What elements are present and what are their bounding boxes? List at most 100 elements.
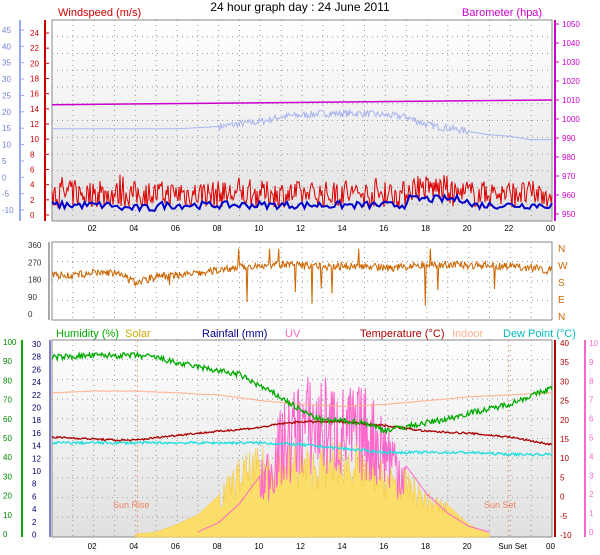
wind-inner-tick: 4 [30,181,35,190]
rain-tick: 6 [32,492,37,501]
wind-inner-tick: 10 [30,135,39,144]
uv-tick: 0 [589,528,594,537]
rain-tick: 2 [32,518,37,527]
temperature-line-wind-panel [52,108,552,141]
compass-label: S [558,278,565,289]
rain-tick: 28 [32,353,41,362]
humidity-line [51,350,553,435]
baro-title: Barometer (hpa) [462,7,542,19]
rain-tick: 22 [32,391,41,400]
wind-grid [52,20,552,221]
uv-line [197,376,490,533]
humidity-tick: 50 [3,434,12,443]
compass-label: N [558,244,565,255]
rain-tick: 0 [32,531,37,540]
wind-outer-tick: 30 [2,75,11,84]
weather-x-tick: 04 [129,542,138,551]
weather-x-tick: 16 [379,542,388,551]
temperature-tick: -10 [560,531,572,540]
baro-tick: 1000 [562,115,580,124]
wind-inner-tick: 12 [30,120,39,129]
weather-series-label: Rainfall (mm) [202,328,267,340]
wind-x-tick: 10 [254,224,263,233]
barometer-line [51,99,553,106]
wind-title: Windspeed (m/s) [58,7,141,19]
direction-tick: 180 [28,276,42,285]
wind-x-tick: 16 [379,224,388,233]
rain-tick: 20 [32,404,41,413]
baro-tick: 1010 [562,96,580,105]
temperature-line [51,419,553,446]
wind-inner-tick: 0 [30,211,35,220]
rain-tick: 24 [32,378,41,387]
temperature-tick: 20 [560,416,569,425]
humidity-tick: 20 [3,492,12,501]
wind-outer-tick: 0 [2,173,7,182]
weather-x-tick: 02 [88,542,97,551]
temperature-tick: 30 [560,377,569,386]
direction-tick: 360 [28,241,42,250]
weather-x-tick: 10 [254,542,263,551]
weather-series-label: Indoor [452,328,484,340]
humidity-tick: 30 [3,472,12,481]
uv-tick: 8 [589,377,594,386]
compass-label: N [558,312,565,323]
baro-tick: 990 [562,134,576,143]
weather-x-tick: 06 [171,542,180,551]
wind-x-tick: 08 [213,224,222,233]
uv-tick: 7 [589,396,594,405]
wind-outer-tick: 5 [2,157,7,166]
humidity-tick: 60 [3,415,12,424]
humidity-tick: 0 [3,530,8,539]
temperature-tick: 40 [560,339,569,348]
baro-tick: 950 [562,210,576,219]
wind-inner-tick: 16 [30,90,39,99]
temperature-tick: 25 [560,397,569,406]
rain-tick: 4 [32,505,37,514]
wind-inner-tick: 18 [30,75,39,84]
wind-x-tick: 20 [463,224,472,233]
wind-outer-tick: -5 [2,190,10,199]
weather-x-tick: 08 [213,542,222,551]
wind-outer-tick: 45 [2,26,11,35]
baro-tick: 980 [562,153,576,162]
rain-tick: 14 [32,442,41,451]
humidity-tick: 40 [3,453,12,462]
baro-tick: 970 [562,172,576,181]
humidity-tick: 90 [3,357,12,366]
humidity-tick: 70 [3,396,12,405]
weather-series-label: Dew Point (°C) [503,328,576,340]
weather-x-tick: 00 [546,542,555,551]
weather-x-tick: 12 [296,542,305,551]
rain-tick: 10 [32,467,41,476]
compass-label: E [558,295,565,306]
rain-tick: 16 [32,429,41,438]
compass-label: W [558,261,568,272]
baro-tick: 1020 [562,77,580,86]
wind-inner-tick: 24 [30,29,39,38]
humidity-tick: 10 [3,511,12,520]
wind-x-tick: 14 [338,224,347,233]
wind-outer-tick: 40 [2,42,11,51]
temperature-tick: 5 [560,473,565,482]
weather-series-label: UV [285,328,301,340]
sunrise-label: Sun Rise [113,500,150,510]
baro-tick: 1030 [562,58,580,67]
wind-x-tick: 12 [296,224,305,233]
indoor-temperature-line [51,390,553,408]
wind-x-tick: 02 [88,224,97,233]
uv-tick: 6 [589,415,594,424]
weather-x-tick: 20 [463,542,472,551]
rain-tick: 12 [32,454,41,463]
weather-series-label: Temperature (°C) [360,328,444,340]
wind-outer-tick: 35 [2,59,11,68]
wind-inner-tick: 2 [30,196,35,205]
wind-outer-tick: -10 [2,206,14,215]
humidity-tick: 100 [3,338,17,347]
wind-outer-tick: 25 [2,91,11,100]
direction-tick: 270 [28,258,42,267]
wind-outer-tick: 15 [2,124,11,133]
rain-tick: 8 [32,480,37,489]
humidity-tick: 80 [3,376,12,385]
